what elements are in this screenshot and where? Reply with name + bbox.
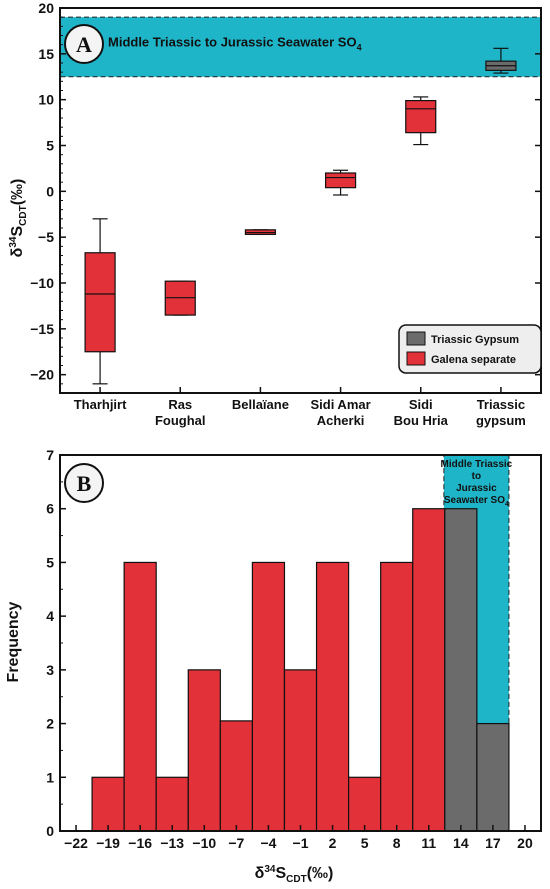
category-label: Sidi Amar — [310, 397, 370, 412]
x-tick-label: 17 — [485, 835, 501, 851]
histogram-bar-10 — [380, 561, 414, 832]
y-tick-label: 1 — [46, 769, 54, 785]
band-text-line: Seawater SO4 — [444, 495, 509, 508]
legend-label-gypsum: Triassic Gypsum — [431, 334, 519, 346]
y-tick-label: 4 — [46, 608, 54, 624]
x-tick-label: −22 — [64, 835, 88, 851]
panel-b-x-axis-title: δ34SCDT(‰) — [255, 864, 334, 885]
x-tick-label: 20 — [517, 835, 533, 851]
box-1 — [84, 218, 116, 385]
histogram-bar-12 — [444, 508, 478, 832]
legend: Triassic Gypsum Galena separate — [398, 324, 542, 374]
histogram-bar-13 — [476, 722, 510, 832]
box-iqr — [324, 172, 357, 189]
histogram-bar-5 — [219, 720, 253, 832]
panel-b-badge: B — [64, 463, 104, 503]
panel-b-y-ticks: 0 1 2 3 4 5 6 7 — [46, 447, 66, 839]
histogram-bar-4 — [187, 669, 221, 832]
x-tick-label: 11 — [421, 835, 436, 851]
category-label-line2: Acherki — [317, 413, 365, 428]
x-tick-label: −4 — [260, 835, 276, 851]
y-tick-label: −10 — [30, 275, 54, 291]
histogram-bar-2 — [123, 561, 157, 832]
histogram-bar-9 — [348, 776, 382, 832]
histogram-bar-8 — [315, 561, 350, 832]
x-tick-label: −7 — [228, 835, 244, 851]
category-label-line2: Bou Hria — [394, 413, 449, 428]
x-tick-label: −16 — [128, 835, 152, 851]
x-tick-label: 8 — [393, 835, 401, 851]
y-tick-label: 5 — [46, 138, 54, 154]
category-label: Tharhjirt — [74, 397, 127, 412]
seawater-band-label: Middle Triassic to Jurassic Seawater SO4 — [108, 35, 362, 53]
category-label: Ras — [168, 397, 192, 412]
panel-a-y-axis-title: δ34SCDT(‰) — [8, 179, 29, 258]
panel-a-y-ticks: −20 −15 −10 −5 0 5 10 15 20 — [30, 0, 541, 385]
panel-a-boxplot: Middle Triassic to Jurassic Seawater SO4… — [8, 0, 542, 428]
x-tick-label: 5 — [361, 835, 369, 851]
category-label-line2: gypsum — [476, 413, 526, 428]
x-tick-label: −1 — [293, 835, 309, 851]
legend-swatch-gypsum — [406, 331, 426, 346]
y-tick-label: −20 — [30, 367, 54, 383]
histogram-bars — [91, 508, 510, 832]
box-iqr — [405, 99, 437, 134]
y-tick-label: 3 — [46, 662, 54, 678]
histogram-bar-1 — [91, 776, 125, 832]
box-iqr — [84, 252, 116, 353]
x-tick-label: −19 — [96, 835, 120, 851]
panel-b-letter: B — [77, 471, 92, 496]
band-text-line: Middle Triassic — [441, 459, 513, 470]
y-tick-label: 2 — [46, 716, 54, 732]
x-tick-label: −13 — [160, 835, 184, 851]
panel-a-letter: A — [76, 32, 92, 57]
panel-b-x-ticks: −22 −19 −16 −13 −10 −7 −4 −1 2 5 8 11 14 17 20 — [64, 825, 533, 851]
y-tick-label: −5 — [38, 229, 54, 245]
y-tick-label: −15 — [30, 321, 54, 337]
band-text-line: Jurassic — [456, 483, 497, 494]
panel-a-badge: A — [64, 24, 104, 64]
y-tick-label: 6 — [46, 501, 54, 517]
panel-b-y-axis-title: Frequency — [5, 601, 22, 682]
legend-swatch-galena — [406, 351, 426, 366]
box-4 — [324, 169, 357, 196]
histogram-bar-3 — [155, 776, 189, 832]
y-tick-label: 10 — [38, 92, 54, 108]
box-6 — [485, 47, 517, 74]
histogram-bar-6 — [251, 561, 286, 832]
y-tick-label: 15 — [38, 46, 54, 62]
y-tick-label: 5 — [46, 554, 54, 570]
histogram-bar-11 — [412, 508, 446, 832]
y-tick-label: 0 — [46, 823, 54, 839]
category-label: Bellaïane — [232, 397, 289, 412]
x-tick-label: 2 — [329, 835, 337, 851]
y-tick-label: 7 — [46, 447, 54, 463]
y-tick-label: 0 — [46, 183, 54, 199]
band-text-line: to — [472, 471, 481, 482]
box-3 — [244, 229, 277, 236]
x-tick-label: 14 — [453, 835, 469, 851]
category-label-line2: Foughal — [155, 413, 206, 428]
box-2 — [164, 280, 196, 316]
box-plot-group — [84, 47, 517, 385]
category-label: Triassic — [477, 397, 525, 412]
category-label: Sidi — [409, 397, 433, 412]
legend-label-galena: Galena separate — [431, 354, 516, 366]
histogram-bar-7 — [283, 669, 318, 832]
x-tick-label: −10 — [192, 835, 216, 851]
seawater-band — [59, 16, 542, 78]
box-5 — [405, 96, 437, 146]
y-tick-label: 20 — [38, 0, 54, 16]
